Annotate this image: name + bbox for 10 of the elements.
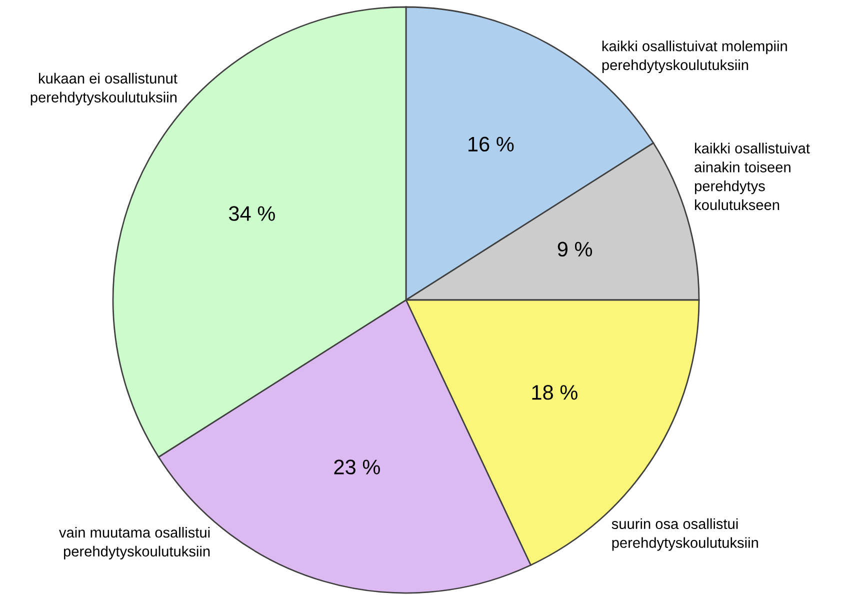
data-label: 18 % [532,385,578,400]
slice-label: kaikki osallistuivat ainakin toiseen perehdytys koulutukseen [694,142,810,210]
data-label: 23 % [334,460,380,474]
data-label: 34 % [229,206,275,221]
slice-label: kaikki osallistuivat molempiin perehdytyskoulutuksiin [602,40,787,74]
data-label: 9 % [558,242,592,257]
slice-label: vain muutama osallistui perehdytyskoulutuksiin [59,526,210,560]
slice-label: suurin osa osallistui perehdytyskoulutuksiin [612,518,758,551]
data-label: 16 % [468,136,514,152]
slice-label: kukaan ei osallistunut perehdytyskoulutuksiin [30,72,178,106]
